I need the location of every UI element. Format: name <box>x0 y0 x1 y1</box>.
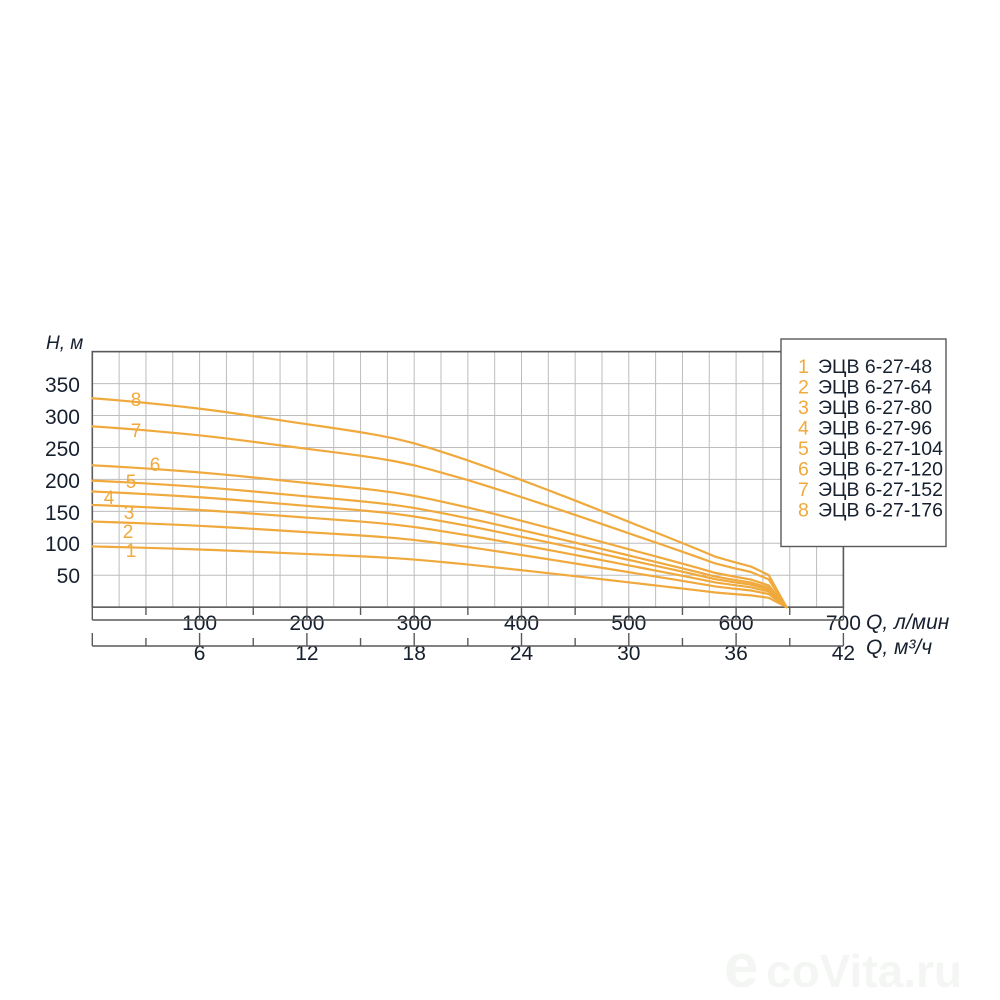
svg-text:ЭЦВ 6-27-120: ЭЦВ 6-27-120 <box>818 459 943 481</box>
svg-text:5: 5 <box>126 472 137 493</box>
svg-text:2: 2 <box>798 377 809 399</box>
svg-text:Q, л/мин: Q, л/мин <box>866 611 950 634</box>
svg-text:7: 7 <box>798 479 809 501</box>
svg-text:ЭЦВ 6-27-80: ЭЦВ 6-27-80 <box>818 397 932 419</box>
svg-text:ЭЦВ 6-27-96: ЭЦВ 6-27-96 <box>818 418 932 440</box>
svg-text:ЭЦВ 6-27-48: ЭЦВ 6-27-48 <box>818 356 932 378</box>
svg-text:coVita.ru: coVita.ru <box>766 945 962 997</box>
svg-text:300: 300 <box>45 406 80 429</box>
svg-text:ЭЦВ 6-27-176: ЭЦВ 6-27-176 <box>818 500 943 522</box>
svg-text:Q, м³/ч: Q, м³/ч <box>866 636 932 659</box>
svg-text:6: 6 <box>150 455 161 476</box>
svg-text:e: e <box>724 932 758 1000</box>
svg-text:250: 250 <box>45 438 80 461</box>
svg-text:4: 4 <box>798 418 809 440</box>
svg-text:50: 50 <box>57 565 80 588</box>
svg-text:H, м: H, м <box>46 333 83 354</box>
svg-text:ЭЦВ 6-27-152: ЭЦВ 6-27-152 <box>818 479 943 501</box>
svg-text:ЭЦВ 6-27-104: ЭЦВ 6-27-104 <box>818 438 943 460</box>
svg-text:5: 5 <box>798 438 809 460</box>
svg-text:3: 3 <box>124 503 135 524</box>
svg-text:100: 100 <box>45 533 80 556</box>
svg-text:1: 1 <box>126 541 137 562</box>
svg-text:3: 3 <box>798 397 809 419</box>
svg-text:2: 2 <box>123 522 134 543</box>
svg-text:1: 1 <box>798 356 809 378</box>
svg-text:350: 350 <box>45 374 80 397</box>
svg-text:7: 7 <box>131 421 142 442</box>
svg-text:150: 150 <box>45 502 80 525</box>
svg-text:8: 8 <box>131 390 142 411</box>
svg-text:6: 6 <box>798 459 809 481</box>
svg-text:200: 200 <box>45 470 80 493</box>
svg-text:4: 4 <box>104 488 115 509</box>
svg-text:8: 8 <box>798 500 809 522</box>
svg-text:ЭЦВ 6-27-64: ЭЦВ 6-27-64 <box>818 377 932 399</box>
